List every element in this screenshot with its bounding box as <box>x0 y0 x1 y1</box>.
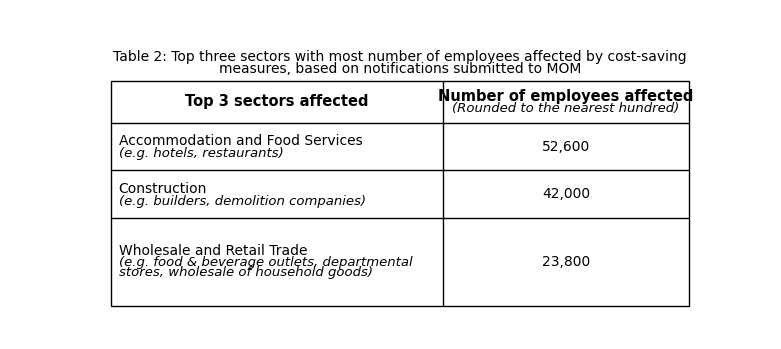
Bar <box>111 81 689 306</box>
Text: Table 2: Top three sectors with most number of employees affected by cost-saving: Table 2: Top three sectors with most num… <box>113 50 687 64</box>
Text: (e.g. food & beverage outlets, departmental: (e.g. food & beverage outlets, departmen… <box>119 255 412 269</box>
Text: stores, wholesale of household goods): stores, wholesale of household goods) <box>119 266 373 280</box>
Text: 52,600: 52,600 <box>542 140 590 154</box>
Text: 23,800: 23,800 <box>542 255 590 269</box>
Text: (e.g. hotels, restaurants): (e.g. hotels, restaurants) <box>119 147 284 160</box>
Text: (e.g. builders, demolition companies): (e.g. builders, demolition companies) <box>119 195 366 208</box>
Text: 42,000: 42,000 <box>542 187 590 201</box>
Text: Top 3 sectors affected: Top 3 sectors affected <box>185 95 369 110</box>
Text: Number of employees affected: Number of employees affected <box>438 89 694 104</box>
Text: Wholesale and Retail Trade: Wholesale and Retail Trade <box>119 244 307 258</box>
Text: Construction: Construction <box>119 182 207 196</box>
Text: (Rounded to the nearest hundred): (Rounded to the nearest hundred) <box>452 102 679 114</box>
Text: measures, based on notifications submitted to MOM: measures, based on notifications submitt… <box>219 62 581 76</box>
Text: Accommodation and Food Services: Accommodation and Food Services <box>119 134 362 148</box>
